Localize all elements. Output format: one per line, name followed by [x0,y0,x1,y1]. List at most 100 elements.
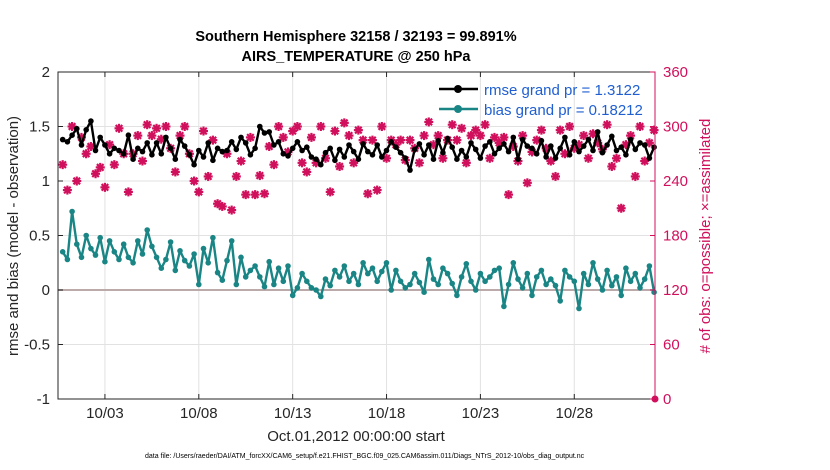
data-point [294,285,301,291]
data-point [74,125,80,132]
data-point [149,152,155,158]
data-point [379,154,385,160]
obs-marker [316,122,326,131]
y2-tick-label: 0 [663,391,671,408]
data-point [191,161,197,168]
data-point [318,161,324,168]
obs-marker [292,122,302,131]
obs-marker [330,126,340,136]
data-point [219,277,226,284]
y2-tick-label: 180 [663,228,688,245]
data-point [402,285,409,291]
data-point [397,278,404,285]
data-point [210,157,216,164]
data-point [472,146,479,153]
obs-marker [109,160,119,170]
data-point [172,267,179,274]
data-point [238,134,244,141]
data-point [374,142,381,148]
obs-marker [635,122,645,131]
obs-marker [245,132,255,142]
data-point [533,274,540,280]
data-point [468,278,474,285]
data-point [92,252,99,258]
footnote: data file: /Users/raeder/DAI/ATM_forcXX/… [145,453,585,460]
data-point [543,281,549,288]
obs-marker [91,169,101,179]
data-point [252,145,258,152]
x-tick-label: 10/23 [462,405,500,422]
obs-marker [250,190,260,200]
data-point [257,274,263,280]
y2-tick-label: 360 [663,64,688,81]
legend-rmse-label: rmse grand pr = 1.3122 [484,82,640,99]
obs-marker [306,132,316,142]
data-point [322,149,329,156]
data-point [416,279,423,286]
data-point [228,238,235,244]
legend-bias-marker [454,105,462,113]
data-point [383,260,390,266]
data-point [646,263,653,269]
data-point [200,245,207,252]
data-point [618,292,624,299]
data-point [548,276,554,282]
data-point [196,281,202,288]
data-point [177,248,183,254]
data-point [322,276,329,282]
obs-marker [424,117,434,127]
obs-marker [630,171,640,181]
x-axis-label: Oct.01,2012 00:00:00 start [267,428,445,445]
data-point [266,129,273,135]
data-point [346,142,352,148]
data-point [571,278,578,285]
data-point [576,148,582,155]
bias-series [59,208,657,312]
data-point [426,142,432,148]
data-point [97,234,103,241]
legend: rmse grand pr = 1.3122 bias grand pr = 0… [439,82,643,119]
obs-marker [433,131,443,141]
data-point [426,256,432,263]
obs-marker [475,131,485,141]
data-point [519,285,526,291]
obs-marker [236,156,246,166]
y-axis-left: -1 -0.5 0 0.5 1 1.5 2 [24,64,63,408]
obs-marker [170,167,180,177]
obs-marker [297,158,307,168]
data-point [341,263,348,269]
data-point [388,139,395,145]
data-point [538,267,545,274]
data-point [360,260,366,266]
obs-marker [198,126,208,136]
obs-marker [217,201,227,211]
data-point [341,154,348,160]
data-point [444,270,451,277]
data-point [238,254,244,261]
data-point [365,148,371,155]
obs-marker [227,205,237,215]
data-point [487,139,493,145]
data-point [332,267,338,274]
y-tick-label: -0.5 [24,337,50,354]
data-point [327,282,334,289]
data-point [468,140,474,146]
data-point [336,146,343,153]
data-point [102,142,108,148]
y-tick-label: -1 [37,391,50,408]
data-point [130,156,136,162]
data-point [594,276,601,282]
data-point [83,232,89,239]
x-tick-label: 10/18 [368,405,406,422]
data-point [289,145,296,152]
data-point [242,274,249,280]
data-point [585,281,592,288]
obs-marker [344,131,354,141]
obs-marker [649,125,659,135]
data-point [153,254,160,261]
obs-marker [602,120,612,130]
data-point [496,145,503,152]
data-point [407,167,413,173]
obs-marker [504,190,514,200]
x-tick-label: 10/08 [180,405,218,422]
